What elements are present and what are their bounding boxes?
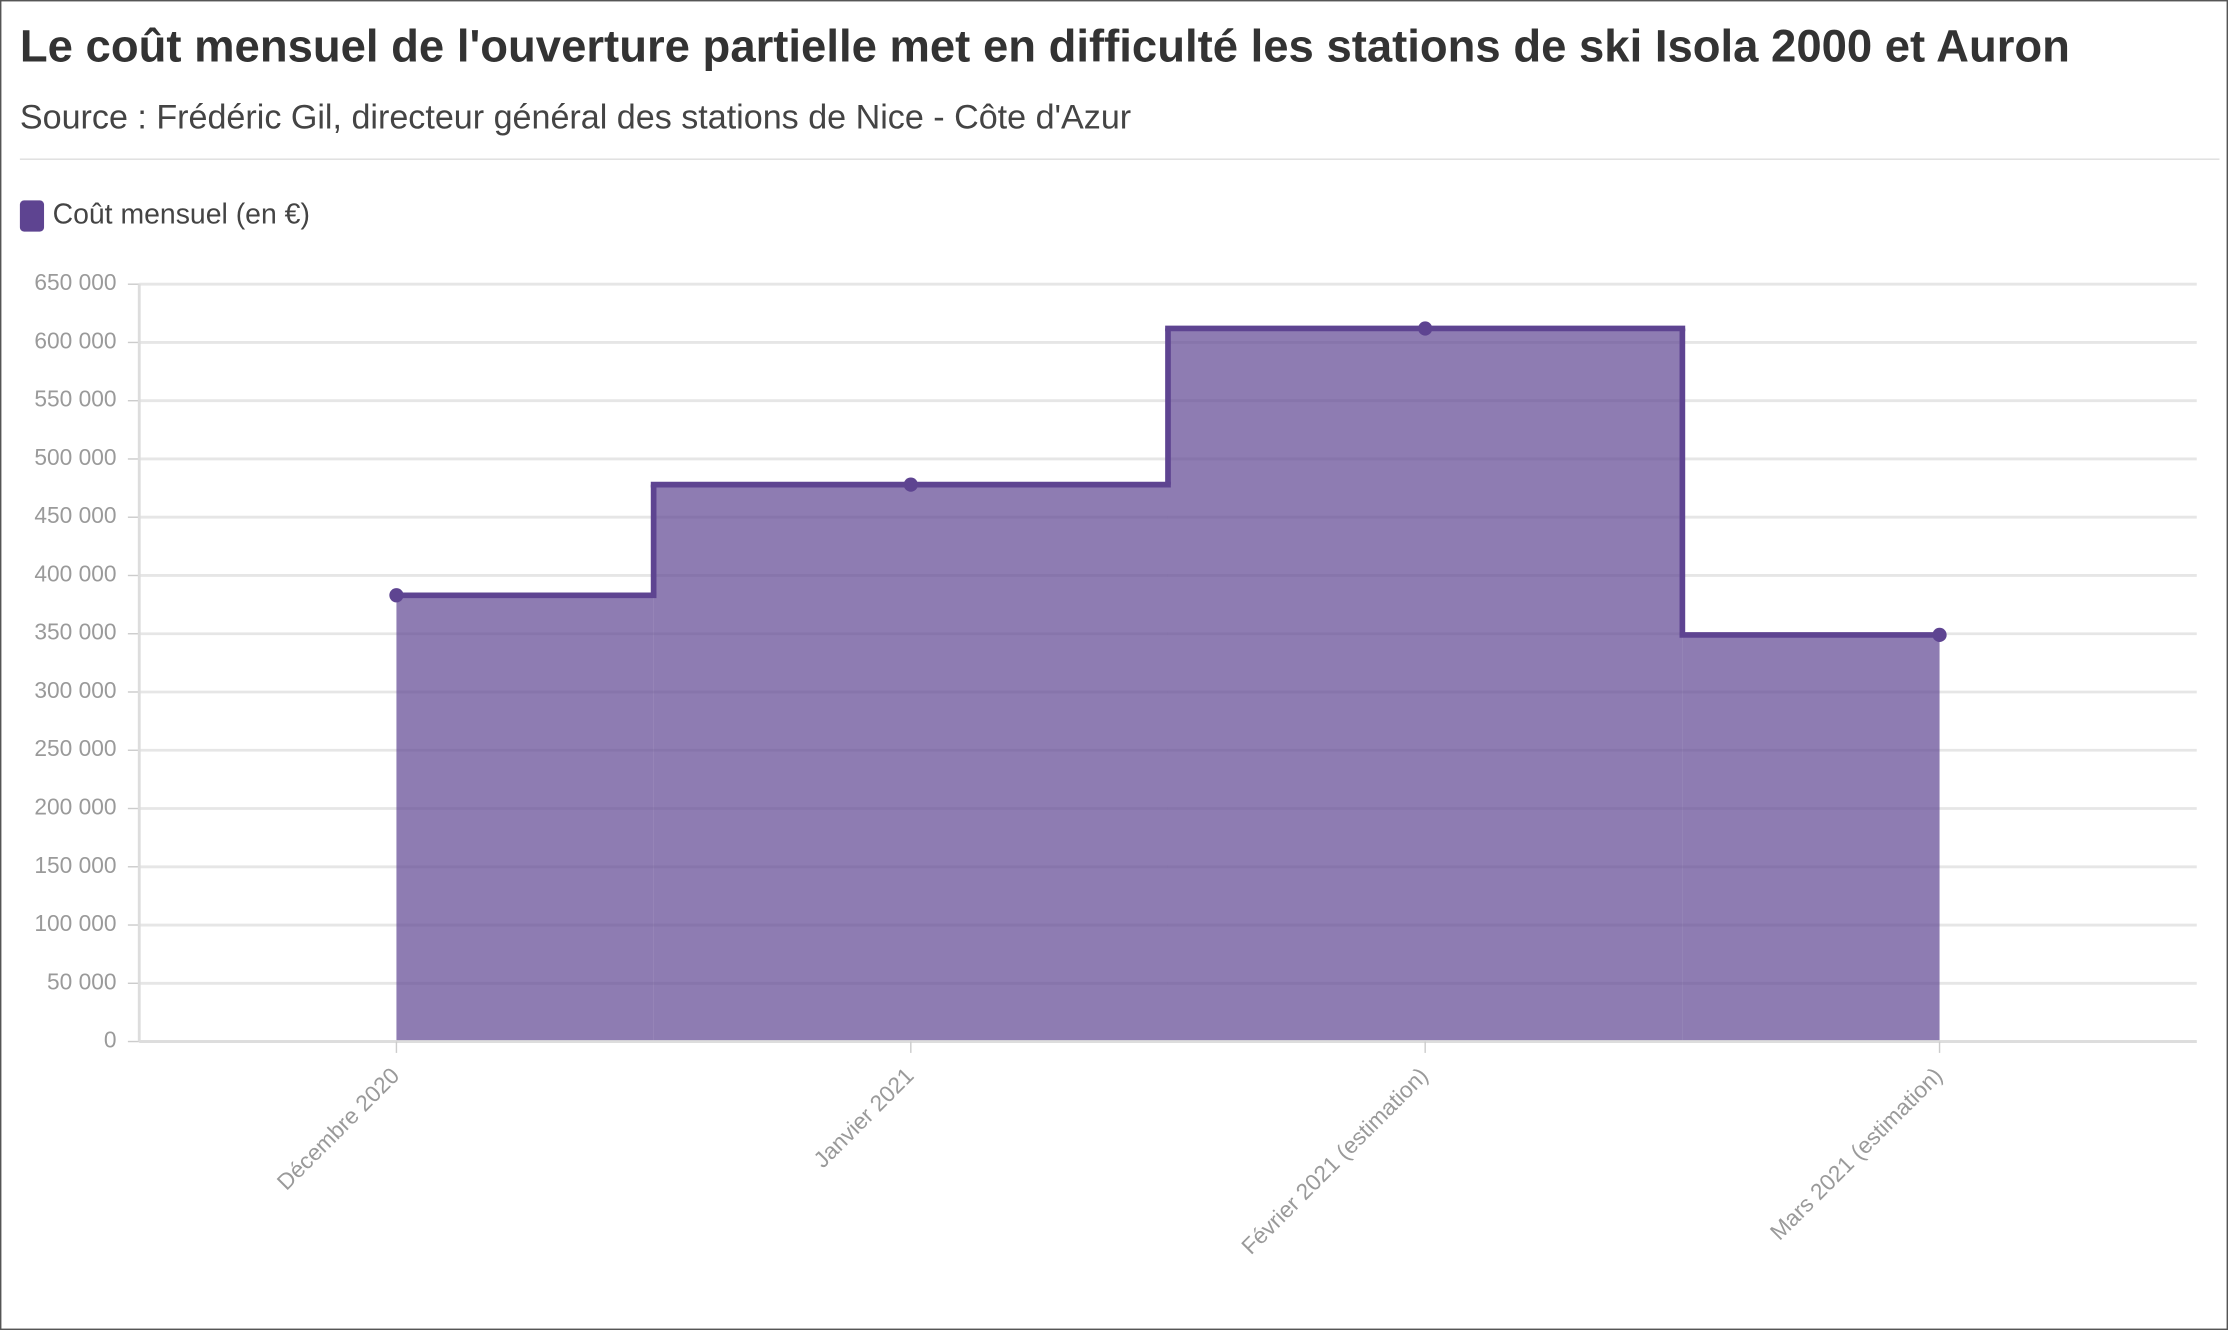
- y-tick-label: 350 000: [34, 619, 116, 645]
- data-point: [389, 588, 404, 603]
- y-tick-label: 100 000: [34, 910, 116, 936]
- y-tick-label: 200 000: [34, 794, 116, 820]
- step-area: [1682, 634, 1940, 1042]
- data-point: [903, 477, 918, 492]
- y-tick-label: 250 000: [34, 735, 116, 761]
- legend-label: Coût mensuel (en €): [53, 198, 310, 230]
- y-tick-label: 300 000: [34, 677, 116, 703]
- y-tick-label: 500 000: [34, 444, 116, 470]
- y-tick-label: 550 000: [34, 386, 116, 412]
- data-point: [1932, 627, 1947, 643]
- y-tick-label: 0: [104, 1027, 117, 1053]
- chart-title: Le coût mensuel de l'ouverture partielle…: [20, 21, 2070, 72]
- step-area: [653, 484, 1168, 1042]
- y-tick-label: 400 000: [34, 560, 116, 586]
- chart-subtitle: Source : Frédéric Gil, directeur général…: [20, 98, 1131, 136]
- y-tick-label: 150 000: [34, 852, 116, 878]
- y-tick-label: 600 000: [34, 327, 116, 353]
- step-area: [396, 595, 654, 1042]
- y-tick-label: 50 000: [47, 968, 117, 994]
- y-tick-label: 450 000: [34, 502, 116, 528]
- legend-swatch: [19, 200, 45, 232]
- step-area: [1167, 328, 1683, 1042]
- data-point: [1418, 321, 1433, 336]
- y-tick-label: 650 000: [34, 269, 116, 295]
